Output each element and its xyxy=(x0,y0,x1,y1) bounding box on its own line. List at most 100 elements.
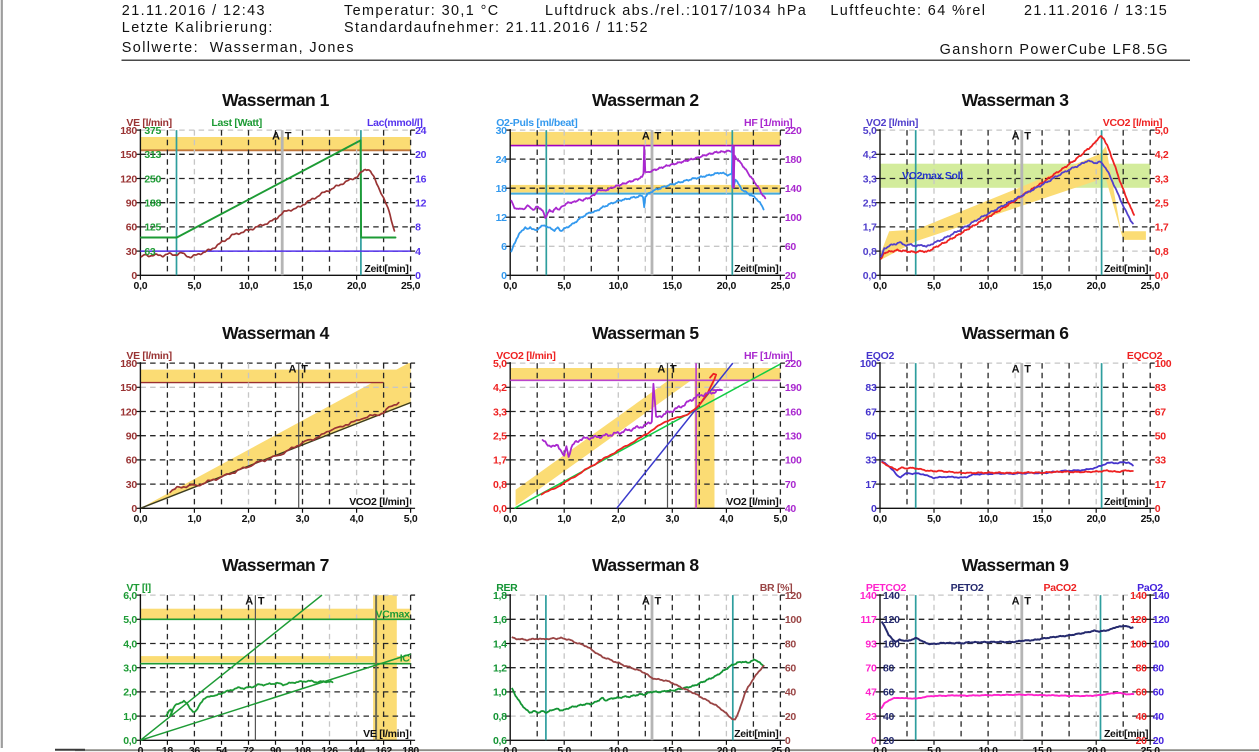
svg-text:6: 6 xyxy=(501,241,507,253)
svg-text:0: 0 xyxy=(871,735,877,747)
svg-text:0,0: 0,0 xyxy=(503,745,517,752)
svg-text:100: 100 xyxy=(1155,358,1172,370)
svg-text:1,0: 1,0 xyxy=(557,513,571,525)
svg-text:140: 140 xyxy=(1153,590,1170,602)
svg-text:5,0: 5,0 xyxy=(1155,125,1169,137)
svg-text:Wasserman 7: Wasserman 7 xyxy=(222,555,329,575)
svg-text:Luftfeuchte: 64 %rel: Luftfeuchte: 64 %rel xyxy=(830,3,986,19)
svg-text:60: 60 xyxy=(785,241,797,253)
svg-text:100: 100 xyxy=(883,638,900,650)
svg-text:1,4: 1,4 xyxy=(493,638,507,650)
svg-text:Lac(mmol/l]: Lac(mmol/l] xyxy=(367,117,423,129)
svg-text:A: A xyxy=(272,131,280,143)
svg-text:12: 12 xyxy=(496,212,508,224)
svg-text:HF [1/min]: HF [1/min] xyxy=(744,117,792,129)
svg-text:4,0: 4,0 xyxy=(123,638,137,650)
svg-text:25,0: 25,0 xyxy=(1141,745,1161,752)
svg-text:100: 100 xyxy=(785,212,802,224)
svg-text:4,2: 4,2 xyxy=(863,149,877,161)
svg-text:1,6: 1,6 xyxy=(493,614,507,626)
svg-text:40: 40 xyxy=(785,503,797,515)
svg-text:18: 18 xyxy=(496,183,508,195)
svg-text:4,0: 4,0 xyxy=(350,513,364,525)
svg-text:0,0: 0,0 xyxy=(873,280,887,292)
svg-text:5,0: 5,0 xyxy=(123,614,137,626)
svg-text:0,0: 0,0 xyxy=(123,735,137,747)
svg-text:2,0: 2,0 xyxy=(242,513,256,525)
svg-text:T: T xyxy=(258,596,265,608)
svg-text:50: 50 xyxy=(865,431,877,443)
svg-text:0: 0 xyxy=(138,745,144,752)
svg-text:15,0: 15,0 xyxy=(293,280,313,292)
svg-text:T: T xyxy=(285,131,292,143)
svg-text:0,0: 0,0 xyxy=(134,513,148,525)
svg-text:30: 30 xyxy=(126,246,138,258)
svg-text:A: A xyxy=(642,131,650,143)
svg-text:20: 20 xyxy=(1136,735,1148,747)
svg-text:Ganshorn PowerCube LF8.5G: Ganshorn PowerCube LF8.5G xyxy=(940,42,1169,58)
svg-text:0,0: 0,0 xyxy=(503,513,517,525)
svg-text:120: 120 xyxy=(883,614,900,626)
svg-text:5,0: 5,0 xyxy=(404,513,418,525)
svg-text:VT [l]: VT [l] xyxy=(126,582,150,594)
svg-text:30: 30 xyxy=(126,479,138,491)
svg-text:93: 93 xyxy=(865,638,877,650)
svg-text:1,0: 1,0 xyxy=(123,711,137,723)
svg-text:150: 150 xyxy=(120,382,137,394)
svg-text:1,8: 1,8 xyxy=(493,590,507,602)
svg-text:Zeit [min]: Zeit [min] xyxy=(1104,496,1148,508)
svg-text:40: 40 xyxy=(1153,711,1165,723)
svg-text:100: 100 xyxy=(785,614,802,626)
svg-text:80: 80 xyxy=(785,638,797,650)
svg-text:0: 0 xyxy=(785,735,791,747)
svg-text:108: 108 xyxy=(294,745,311,752)
svg-text:0: 0 xyxy=(1155,503,1161,515)
svg-text:100: 100 xyxy=(1153,638,1170,650)
svg-text:O2-Puls [ml/beat]: O2-Puls [ml/beat] xyxy=(496,117,577,129)
svg-text:0: 0 xyxy=(131,270,137,282)
svg-text:Wasserman 6: Wasserman 6 xyxy=(962,323,1069,343)
svg-text:40: 40 xyxy=(883,711,895,723)
svg-text:VO2 [l/min]: VO2 [l/min] xyxy=(726,496,778,508)
svg-text:20,0: 20,0 xyxy=(717,280,737,292)
svg-text:20: 20 xyxy=(1153,735,1165,747)
svg-text:A: A xyxy=(657,364,665,376)
svg-text:0,0: 0,0 xyxy=(1155,270,1169,282)
svg-text:3,3: 3,3 xyxy=(493,406,507,418)
svg-text:20,0: 20,0 xyxy=(347,280,367,292)
svg-text:VCO2 [l/min]: VCO2 [l/min] xyxy=(496,350,555,362)
svg-text:Zeit [min]: Zeit [min] xyxy=(1104,728,1148,740)
svg-text:VO2 [l/min]: VO2 [l/min] xyxy=(866,117,918,129)
svg-text:0,0: 0,0 xyxy=(503,280,517,292)
svg-text:Sollwerte: Wasserman, Jones: Sollwerte: Wasserman, Jones xyxy=(122,40,355,56)
svg-text:15,0: 15,0 xyxy=(663,745,683,752)
svg-text:5,0: 5,0 xyxy=(927,745,941,752)
svg-text:126: 126 xyxy=(321,745,338,752)
svg-text:70: 70 xyxy=(865,663,877,675)
svg-text:Wasserman 3: Wasserman 3 xyxy=(962,90,1069,110)
svg-text:VCmax: VCmax xyxy=(375,608,410,620)
svg-text:RER: RER xyxy=(496,582,518,594)
svg-text:60: 60 xyxy=(785,663,797,675)
svg-text:190: 190 xyxy=(785,382,802,394)
svg-text:120: 120 xyxy=(1130,614,1147,626)
svg-text:313: 313 xyxy=(144,149,161,161)
svg-text:25,0: 25,0 xyxy=(401,280,421,292)
svg-text:140: 140 xyxy=(785,183,802,195)
svg-text:150: 150 xyxy=(120,149,137,161)
svg-text:130: 130 xyxy=(785,431,802,443)
svg-text:0,8: 0,8 xyxy=(863,246,877,258)
svg-text:10,0: 10,0 xyxy=(609,745,629,752)
svg-text:90: 90 xyxy=(126,198,138,210)
svg-text:140: 140 xyxy=(883,590,900,602)
svg-text:T: T xyxy=(655,596,662,608)
svg-text:IC: IC xyxy=(400,652,411,664)
svg-text:0: 0 xyxy=(415,270,421,282)
svg-text:0,0: 0,0 xyxy=(873,513,887,525)
svg-text:T: T xyxy=(655,131,662,143)
svg-text:4,0: 4,0 xyxy=(720,513,734,525)
svg-text:50: 50 xyxy=(1155,431,1167,443)
svg-text:220: 220 xyxy=(785,125,802,137)
svg-text:Last [Watt]: Last [Watt] xyxy=(211,117,262,129)
svg-text:0: 0 xyxy=(501,270,507,282)
